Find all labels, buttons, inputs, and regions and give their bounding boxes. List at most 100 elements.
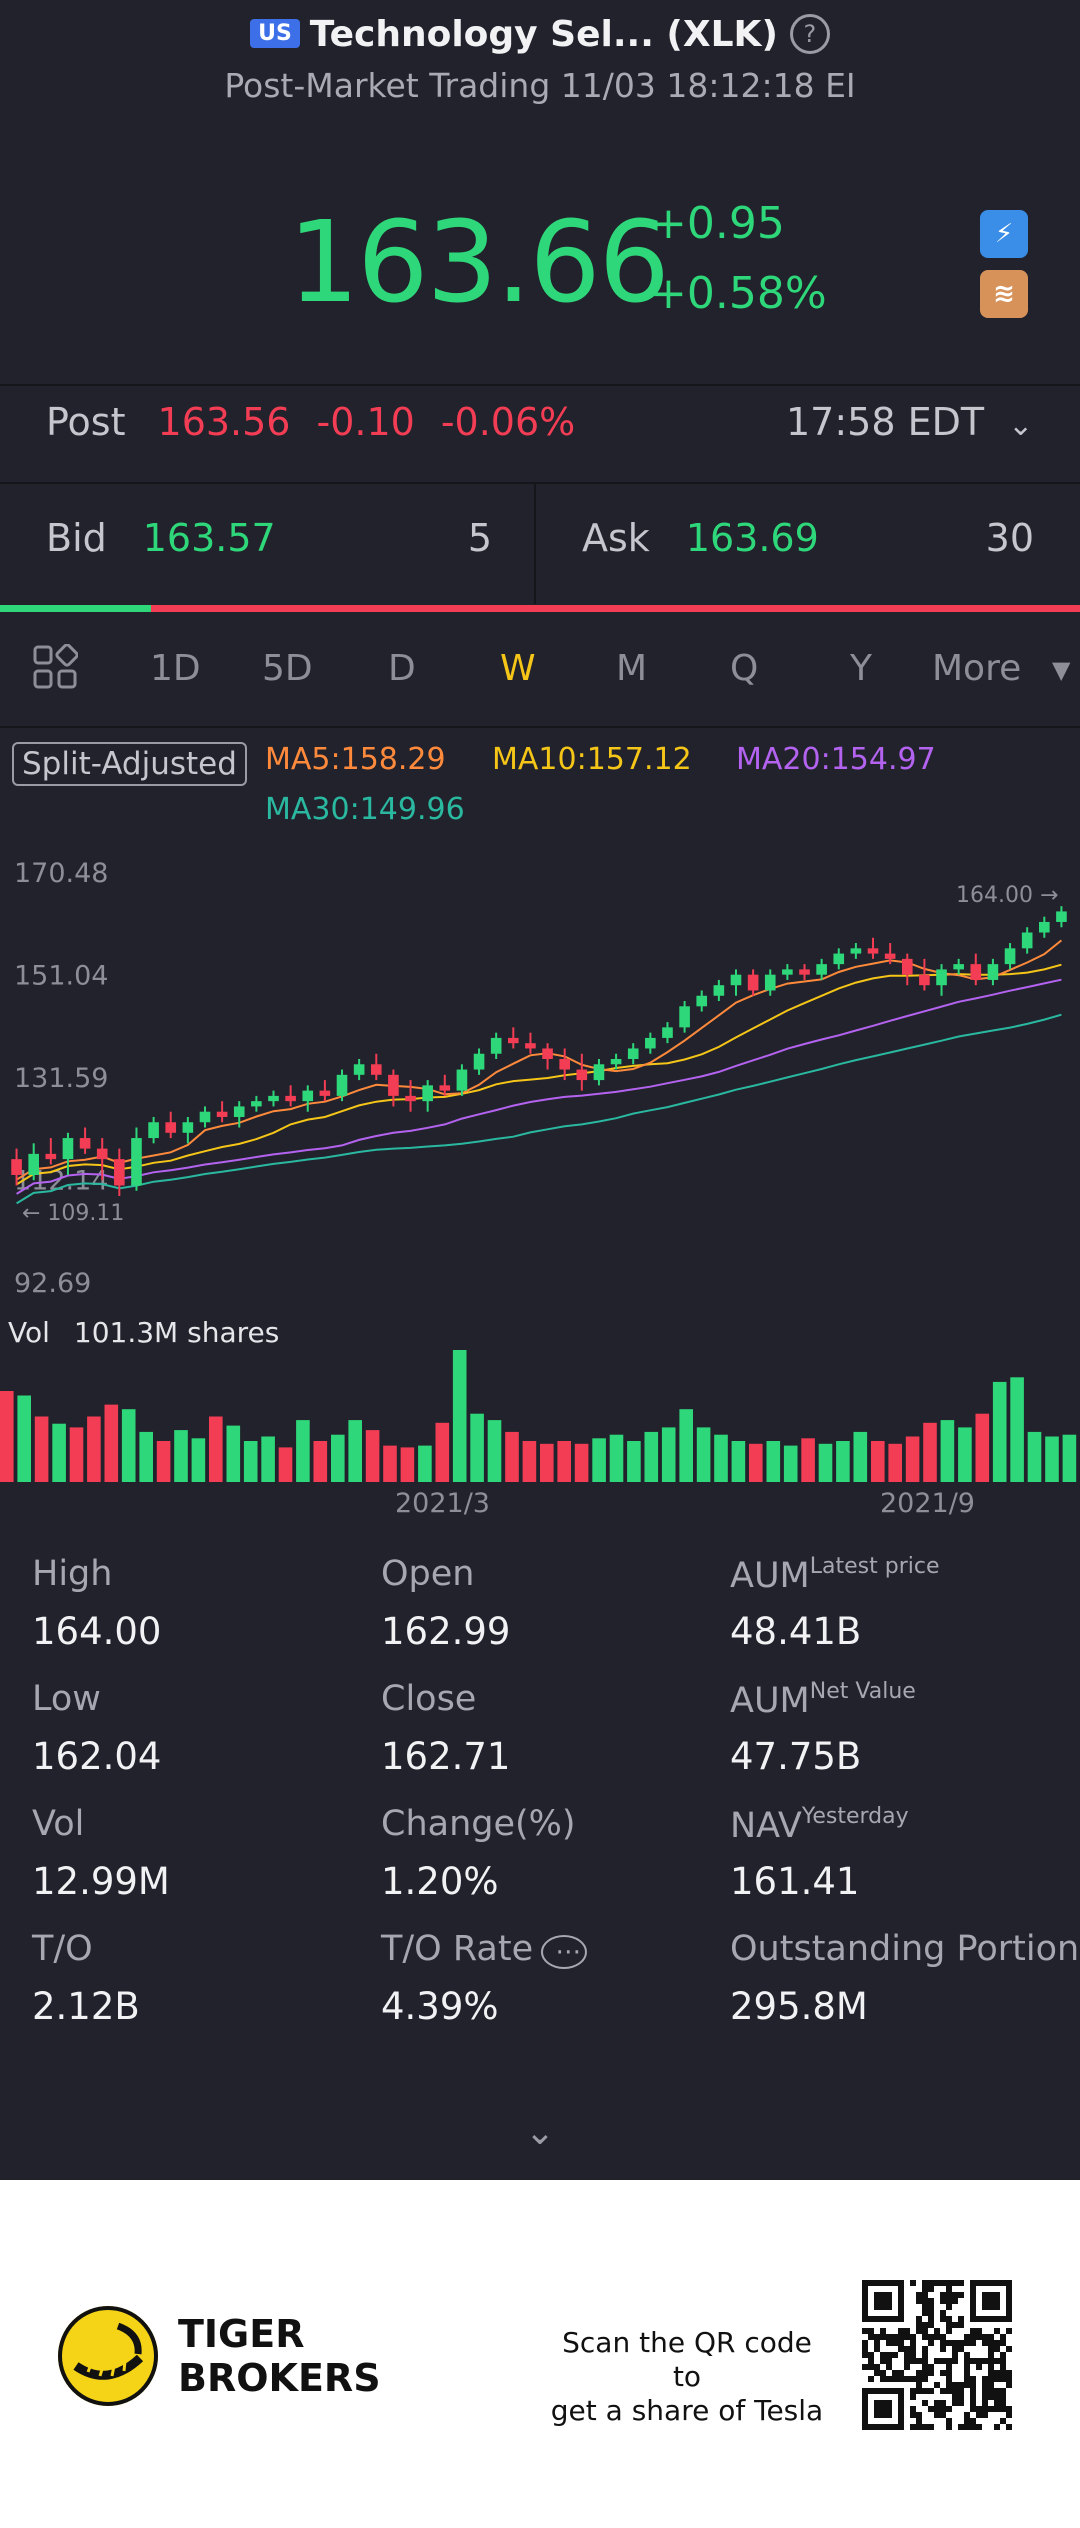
qr-module bbox=[946, 2382, 952, 2388]
qr-code bbox=[862, 2280, 1012, 2430]
qr-module bbox=[1006, 2346, 1012, 2352]
qr-module bbox=[1000, 2352, 1006, 2358]
qr-module bbox=[922, 2298, 928, 2304]
stat-label: Open bbox=[381, 1554, 474, 1594]
candle-body bbox=[970, 964, 982, 980]
qr-module bbox=[934, 2406, 940, 2412]
tab-w[interactable]: W bbox=[500, 648, 536, 689]
qr-module bbox=[910, 2388, 916, 2394]
qr-module bbox=[898, 2334, 904, 2340]
qr-module bbox=[910, 2352, 916, 2358]
volume-bar bbox=[1062, 1434, 1077, 1482]
qr-module bbox=[946, 2418, 952, 2424]
qr-module bbox=[922, 2346, 928, 2352]
qr-module bbox=[886, 2340, 892, 2346]
grid-icon[interactable] bbox=[32, 643, 79, 690]
candlestick-chart[interactable]: 170.48 151.04 131.59 112.14 92.69 164.00 → ← 1… bbox=[0, 850, 1080, 1510]
tab-q[interactable]: Q bbox=[730, 648, 759, 689]
qr-module bbox=[916, 2424, 922, 2430]
volume-bar bbox=[121, 1409, 136, 1482]
qr-module bbox=[940, 2346, 946, 2352]
candle-body bbox=[730, 974, 742, 986]
volume-bar bbox=[940, 1420, 955, 1482]
tab-1d[interactable]: 1D bbox=[150, 648, 201, 689]
stat-value: 164.00 bbox=[32, 1610, 162, 1653]
volume-row: Vol 101.3M shares bbox=[8, 1316, 279, 1349]
qr-module bbox=[916, 2370, 922, 2376]
qr-module bbox=[970, 2400, 976, 2406]
bid-label: Bid bbox=[46, 516, 107, 560]
qr-module bbox=[976, 2328, 982, 2334]
tab-5d[interactable]: 5D bbox=[262, 648, 313, 689]
volume-bar bbox=[418, 1445, 432, 1482]
stat-label-text: High bbox=[32, 1554, 113, 1594]
volume-value: 101.3M shares bbox=[73, 1316, 280, 1349]
y-tick-label: 170.48 bbox=[14, 858, 108, 889]
tab-y[interactable]: Y bbox=[850, 648, 872, 689]
page-title: US Technology Sel... (XLK)? bbox=[0, 14, 1080, 55]
qr-module bbox=[958, 2280, 964, 2286]
qr-module bbox=[886, 2334, 892, 2340]
qr-module bbox=[1000, 2406, 1006, 2412]
qr-module bbox=[964, 2358, 970, 2364]
qr-module bbox=[904, 2376, 910, 2382]
qr-module bbox=[898, 2370, 904, 2376]
qr-module bbox=[1006, 2376, 1012, 2382]
volume-bar bbox=[522, 1441, 537, 1482]
qr-module bbox=[1000, 2334, 1006, 2340]
tab-m[interactable]: M bbox=[616, 648, 648, 689]
qr-module bbox=[1000, 2364, 1006, 2370]
qr-finder bbox=[982, 2292, 1000, 2310]
volume-chart[interactable] bbox=[0, 1350, 1080, 1484]
candle-body bbox=[473, 1053, 485, 1070]
qr-module bbox=[922, 2388, 928, 2394]
stat-label: AUMLatest price bbox=[730, 1554, 940, 1596]
qr-module bbox=[946, 2316, 952, 2322]
share-footer: TIGER BROKERS Scan the QR code to get a sh… bbox=[0, 2180, 1080, 2528]
qr-module bbox=[994, 2424, 1000, 2430]
tab-d[interactable]: D bbox=[388, 648, 416, 689]
candle-body bbox=[901, 958, 913, 975]
qr-module bbox=[976, 2412, 982, 2418]
qr-module bbox=[946, 2304, 952, 2310]
chevron-down-icon[interactable]: ⌄ bbox=[524, 2112, 556, 2153]
volume-bar bbox=[174, 1430, 188, 1482]
candle-body bbox=[114, 1159, 125, 1186]
help-icon[interactable]: ? bbox=[789, 14, 830, 54]
candle-body bbox=[593, 1064, 605, 1081]
volume-bar bbox=[540, 1443, 554, 1482]
qr-module bbox=[880, 2334, 886, 2340]
qr-module bbox=[934, 2358, 940, 2364]
lightning-icon[interactable]: ⚡ bbox=[980, 210, 1028, 258]
qr-module bbox=[904, 2358, 910, 2364]
qr-module bbox=[946, 2340, 952, 2346]
layers-icon[interactable]: ≋ bbox=[980, 270, 1028, 318]
split-adjusted-toggle[interactable]: Split-Adjusted bbox=[12, 742, 247, 786]
candle-body bbox=[936, 969, 947, 986]
stat-value: 2.12B bbox=[32, 1985, 140, 2028]
qr-module bbox=[886, 2376, 892, 2382]
divider bbox=[0, 726, 1080, 728]
qr-module bbox=[958, 2394, 964, 2400]
qr-module bbox=[868, 2364, 874, 2370]
ask-row: Ask 163.69 30 bbox=[582, 516, 1034, 560]
candle-body bbox=[627, 1048, 639, 1060]
qr-module bbox=[970, 2388, 976, 2394]
qr-module bbox=[928, 2370, 934, 2376]
scan-line: Scan the QR code to bbox=[562, 2326, 812, 2393]
qr-module bbox=[928, 2322, 934, 2328]
stat-label: Low bbox=[32, 1679, 101, 1719]
x-tick-label: 2021/9 bbox=[880, 1488, 975, 1519]
qr-module bbox=[1000, 2388, 1006, 2394]
qr-module bbox=[982, 2382, 988, 2388]
qr-module bbox=[988, 2406, 994, 2412]
stat-label: T/O Rate ⋯ bbox=[381, 1929, 588, 1969]
more-info-icon[interactable]: ⋯ bbox=[541, 1935, 588, 1969]
post-time-selector[interactable]: 17:58 EDT ⌄ bbox=[786, 400, 1033, 444]
tab-more[interactable]: More bbox=[932, 648, 1022, 689]
qr-module bbox=[904, 2352, 910, 2358]
stat-label-text: Low bbox=[32, 1679, 101, 1719]
qr-module bbox=[952, 2340, 958, 2346]
qr-module bbox=[946, 2292, 952, 2298]
stat-label: NAVYesterday bbox=[730, 1804, 909, 1846]
